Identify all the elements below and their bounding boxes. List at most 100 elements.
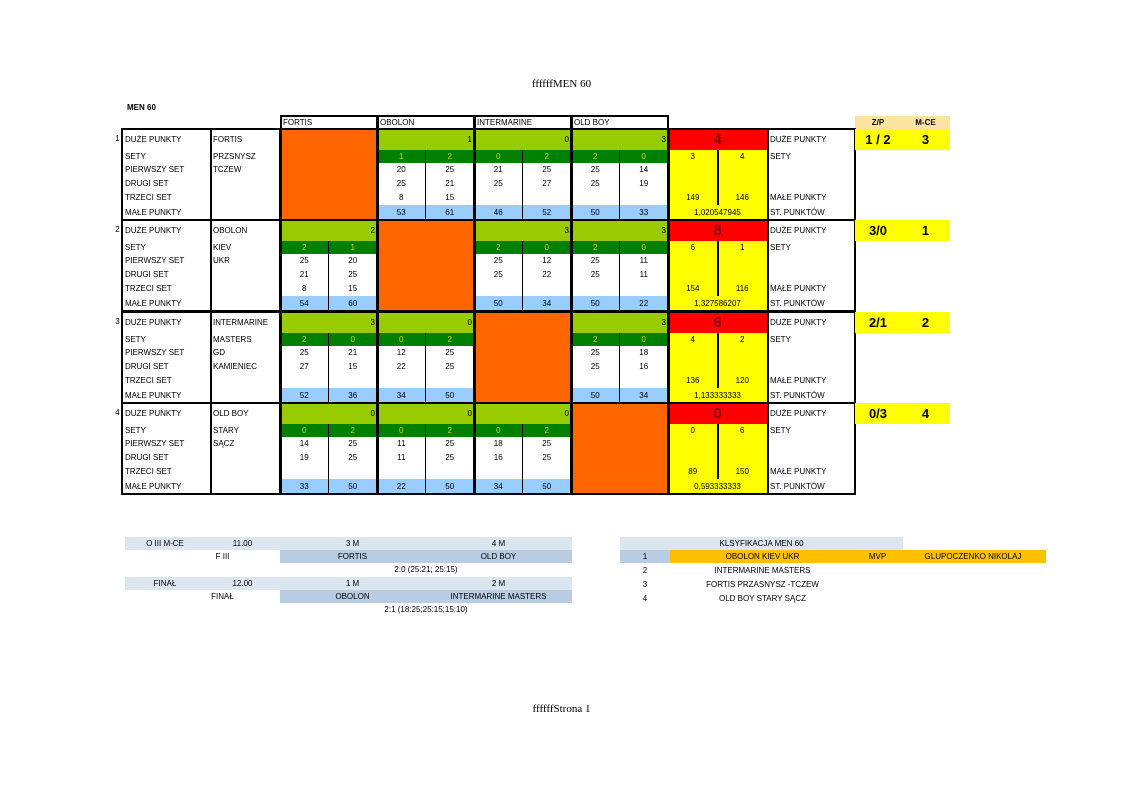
summary-label-st: ST. PUNKTÓW [770, 207, 825, 217]
match-s3-value [619, 191, 668, 205]
team-number: 3 [115, 317, 120, 326]
team-number: 1 [115, 134, 120, 143]
match-points: 0 [474, 129, 571, 150]
row-label: DRUGI SET [125, 362, 169, 371]
match-s2-value: 25 [425, 451, 474, 465]
summary-sets-lost: 4 [740, 151, 745, 161]
column-header: OBOLON [380, 117, 415, 127]
match-sets-value: 2 [571, 241, 620, 254]
match-sets-value: 2 [571, 333, 620, 346]
match-male-value: 52 [280, 388, 329, 403]
match-s2-value: 25 [571, 268, 620, 282]
summary-small-points-lost: 116 [735, 284, 749, 293]
match-s1-value: 20 [328, 254, 377, 268]
team-name-line: KAMIENIEC [213, 362, 258, 371]
match-points: 3 [474, 220, 571, 241]
schedule-away-team: OLD BOY [480, 551, 517, 561]
summary-sets-lost: 2 [740, 334, 745, 344]
team-label-divider [210, 220, 212, 311]
match-s2-value: 25 [571, 360, 620, 374]
summary-label-male: MAŁE PUNKTY [770, 193, 827, 202]
summary-sets-won: 6 [690, 242, 695, 252]
match-s1-value: 11 [619, 254, 668, 268]
summary-sets-won: 3 [690, 151, 695, 161]
summary-label-duze: DUŻE PUNKTY [770, 317, 827, 327]
summary-label-divider [767, 312, 769, 403]
match-s3-value: 15 [425, 191, 474, 205]
match-sets-value: 0 [522, 241, 571, 254]
match-s1-value: 11 [377, 437, 426, 451]
match-s3-value: 15 [328, 282, 377, 296]
match-points: 3 [571, 312, 668, 333]
match-male-value: 34 [474, 479, 523, 494]
team-name-line: PRZSNYSZ [213, 151, 256, 161]
schedule-home-team: FORTIS [337, 551, 368, 561]
match-sets-value: 1 [328, 241, 377, 254]
team-name-line: GD [213, 348, 225, 357]
match-s2-value: 25 [522, 451, 571, 465]
match-s3-value: 8 [377, 191, 426, 205]
summary-sets-lost: 6 [740, 425, 745, 435]
match-male-value: 34 [377, 388, 426, 403]
match-s1-value: 25 [280, 346, 329, 360]
win-loss: 1 / 2 [855, 129, 901, 150]
team-name-line: OLD BOY [213, 408, 249, 418]
row-label: DUŻE PUNKTY [125, 134, 182, 144]
classification-team: OLD BOY STARY SĄCZ [719, 593, 806, 603]
match-s3-value [522, 465, 571, 479]
summary-divider [716, 333, 719, 388]
points-ratio: 1,327586207 [694, 298, 741, 308]
match-subdivider [619, 241, 620, 311]
match-sets-value: 0 [619, 333, 668, 346]
match-male-value: 50 [571, 388, 620, 403]
schedule-away-slot: 4 M [491, 538, 506, 548]
match-s1-value: 21 [328, 346, 377, 360]
match-s1-value: 12 [522, 254, 571, 268]
summary-sets-lost: 1 [740, 242, 745, 252]
match-s2-value: 25 [474, 268, 523, 282]
match-s2-value: 19 [280, 451, 329, 465]
match-male-value: 50 [425, 479, 474, 494]
place: 1 [901, 220, 950, 241]
summary-divider [716, 241, 719, 296]
match-points: 0 [280, 403, 377, 424]
summary-divider [716, 424, 719, 479]
row-label: PIERWSZY SET [125, 256, 185, 265]
summary-label-st: ST. PUNKTÓW [770, 390, 825, 400]
match-sets-value: 2 [425, 333, 474, 346]
summary-small-points-lost: 146 [735, 193, 749, 202]
match-subdivider [328, 333, 329, 403]
self-match-cell [280, 129, 377, 220]
match-points: 3 [571, 129, 668, 150]
schedule-round: FINAŁ [153, 578, 177, 588]
match-s2-value: 21 [425, 177, 474, 191]
schedule-round: O III M-CE [146, 538, 184, 548]
match-sets-value: 0 [377, 424, 426, 437]
total-points: 0 [668, 403, 767, 424]
row-label: TRZECI SET [125, 193, 172, 202]
match-sets-value: 0 [377, 333, 426, 346]
match-subdivider [522, 150, 523, 220]
match-s2-value: 25 [328, 451, 377, 465]
summary-small-points-won: 154 [686, 284, 700, 293]
schedule-away-slot: 2 M [491, 578, 506, 588]
column-header: FORTIS [283, 117, 313, 127]
match-male-value: 50 [522, 479, 571, 494]
match-s1-value: 25 [571, 163, 620, 177]
team-label-divider [210, 312, 212, 403]
win-loss: 2/1 [855, 312, 901, 333]
match-s3-value [328, 465, 377, 479]
match-male-value: 36 [328, 388, 377, 403]
match-subdivider [328, 241, 329, 311]
match-subdivider [522, 424, 523, 494]
summary-label-sety: SETY [770, 151, 791, 161]
match-s3-value [571, 282, 620, 296]
match-s3-value [522, 191, 571, 205]
match-male-value: 34 [619, 388, 668, 403]
match-s2-value: 11 [377, 451, 426, 465]
match-s2-value: 27 [280, 360, 329, 374]
match-sets-value: 2 [474, 241, 523, 254]
total-points: 4 [668, 129, 767, 150]
match-sets-value: 0 [280, 424, 329, 437]
match-points: 0 [377, 403, 474, 424]
